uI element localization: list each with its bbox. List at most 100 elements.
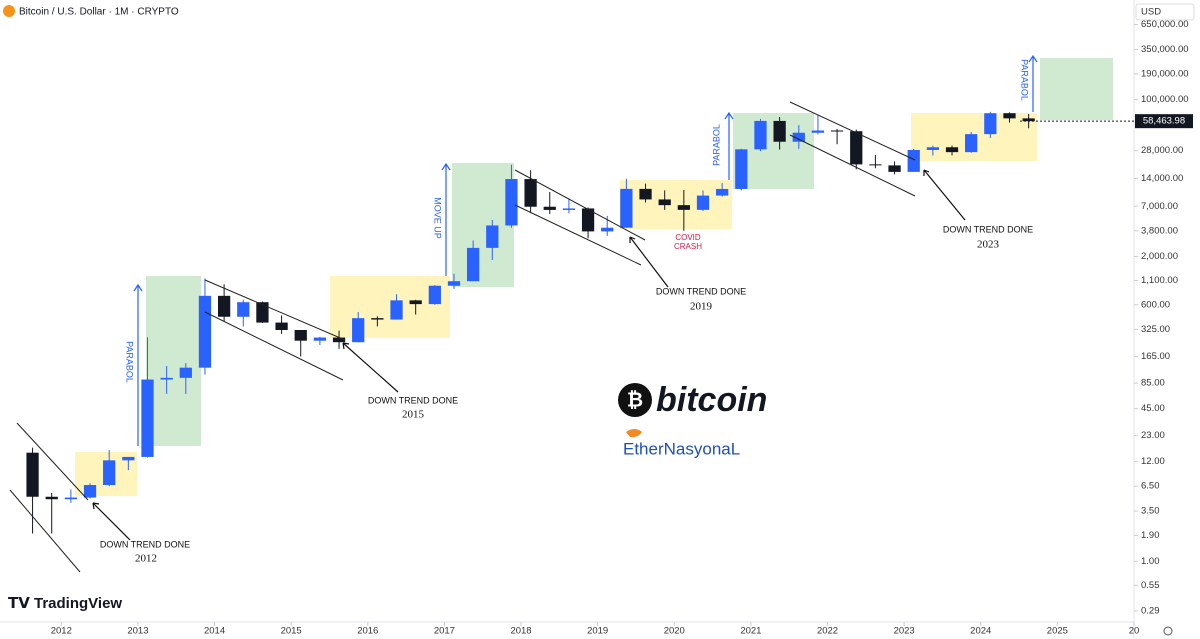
candle-body <box>45 496 58 500</box>
breakout-zone <box>452 163 514 287</box>
annotation: PARABOL <box>711 124 721 166</box>
candle-body <box>792 132 805 142</box>
candle-body <box>907 149 920 172</box>
candle-body <box>1022 118 1035 122</box>
candle-body <box>313 337 327 341</box>
range-zone <box>330 276 450 338</box>
channel-line <box>514 204 642 266</box>
candle-body <box>467 247 480 282</box>
candle-body <box>275 322 288 330</box>
annotation: COVID <box>675 233 701 242</box>
last-price-label: 58,463.98 <box>1143 116 1185 127</box>
x-tick-label: 2021 <box>740 626 761 637</box>
candle-body <box>524 179 537 207</box>
candle-body <box>160 377 173 380</box>
candle-body <box>103 460 116 486</box>
candle-body <box>26 452 39 497</box>
x-tick-label: 2014 <box>204 626 225 637</box>
x-tick-label: 2018 <box>510 626 531 637</box>
channel-line <box>204 279 346 341</box>
candle-body <box>869 164 882 166</box>
watermark: EtherNasyonaL <box>623 439 740 458</box>
y-tick-label: 6.50 <box>1141 481 1160 492</box>
y-tick-label: 12.00 <box>1141 456 1165 467</box>
arrow <box>441 162 451 276</box>
x-tick-label: 2013 <box>127 626 148 637</box>
candle-body <box>888 165 901 172</box>
y-tick-label: 350,000.00 <box>1141 44 1189 55</box>
candle-body <box>926 147 939 150</box>
y-tick-label: 3.50 <box>1141 506 1160 517</box>
candle-body <box>543 206 556 210</box>
bird-icon <box>626 429 642 438</box>
candle-body <box>716 188 729 196</box>
candle-body <box>620 188 633 228</box>
annotation: PARABOL <box>1020 59 1030 101</box>
candle-body <box>141 379 154 457</box>
channel-line <box>16 422 89 501</box>
candle-body <box>122 456 135 461</box>
candle-body <box>179 367 192 378</box>
candle-body <box>371 318 384 320</box>
currency-box <box>1135 3 1195 21</box>
candle-body <box>1003 113 1016 119</box>
zones <box>75 58 1113 496</box>
candle-body <box>754 120 767 150</box>
annotation: 2019 <box>690 301 713 313</box>
channels <box>9 101 916 573</box>
candle-body <box>237 302 250 317</box>
candle-body <box>447 281 461 286</box>
annotation: 2023 <box>977 239 1000 251</box>
candle-body <box>696 195 710 210</box>
candle-body <box>294 329 307 341</box>
candle-body <box>677 205 690 210</box>
candle-body <box>390 300 403 320</box>
y-tick-label: 650,000.00 <box>1141 19 1189 30</box>
x-tick-label: 2023 <box>894 626 915 637</box>
y-tick-label: 23.00 <box>1141 430 1165 441</box>
breakout-zone <box>146 276 201 446</box>
y-tick-label: 165.00 <box>1141 351 1170 362</box>
candle-body <box>735 149 748 189</box>
arrow <box>133 283 143 446</box>
pointer-arrows <box>92 169 966 541</box>
candle-body <box>581 208 595 232</box>
x-tick-label: 2025 <box>1047 626 1068 637</box>
candle-body <box>601 227 614 232</box>
y-tick-label: 3,800.00 <box>1141 225 1178 236</box>
candle-body <box>562 208 576 210</box>
x-tick-label: 2015 <box>281 626 302 637</box>
chart-title: Bitcoin / U.S. Dollar · 1M · CRYPTO <box>19 7 179 18</box>
arrow <box>342 342 399 393</box>
x-tick-label: 2024 <box>970 626 991 637</box>
candle-body <box>64 497 78 500</box>
candle-body <box>256 302 269 323</box>
coin-icon <box>3 5 15 17</box>
settings-icon[interactable] <box>1163 626 1173 636</box>
candle-body <box>332 337 346 343</box>
channel-line <box>514 169 646 241</box>
bitcoin-logo-icon <box>618 383 652 417</box>
x-tick-label: 2020 <box>664 626 685 637</box>
bitcoin-symbol: ₿ <box>627 389 643 411</box>
brand-mark: 𝗧𝗩 <box>8 595 30 612</box>
y-tick-label: 28,000.00 <box>1141 145 1183 156</box>
candle-body <box>486 225 499 248</box>
annotation: DOWN TREND DONE <box>943 224 1033 234</box>
channel-line <box>789 101 916 161</box>
annotation: 2012 <box>135 553 157 565</box>
y-tick-label: 85.00 <box>1141 378 1165 389</box>
y-tick-label: 1.00 <box>1141 556 1160 567</box>
y-tick-label: 0.29 <box>1141 605 1160 616</box>
x-tick-label: 2022 <box>817 626 838 637</box>
x-tick-label: 2017 <box>434 626 455 637</box>
x-tick-label: 2016 <box>357 626 378 637</box>
arrow <box>724 111 734 180</box>
y-tick-label: 14,000.00 <box>1141 173 1183 184</box>
candle-body <box>428 285 441 305</box>
x-tick-label: 2019 <box>587 626 608 637</box>
y-tick-label: 190,000.00 <box>1141 68 1189 79</box>
y-tick-label: 7,000.00 <box>1141 201 1178 212</box>
